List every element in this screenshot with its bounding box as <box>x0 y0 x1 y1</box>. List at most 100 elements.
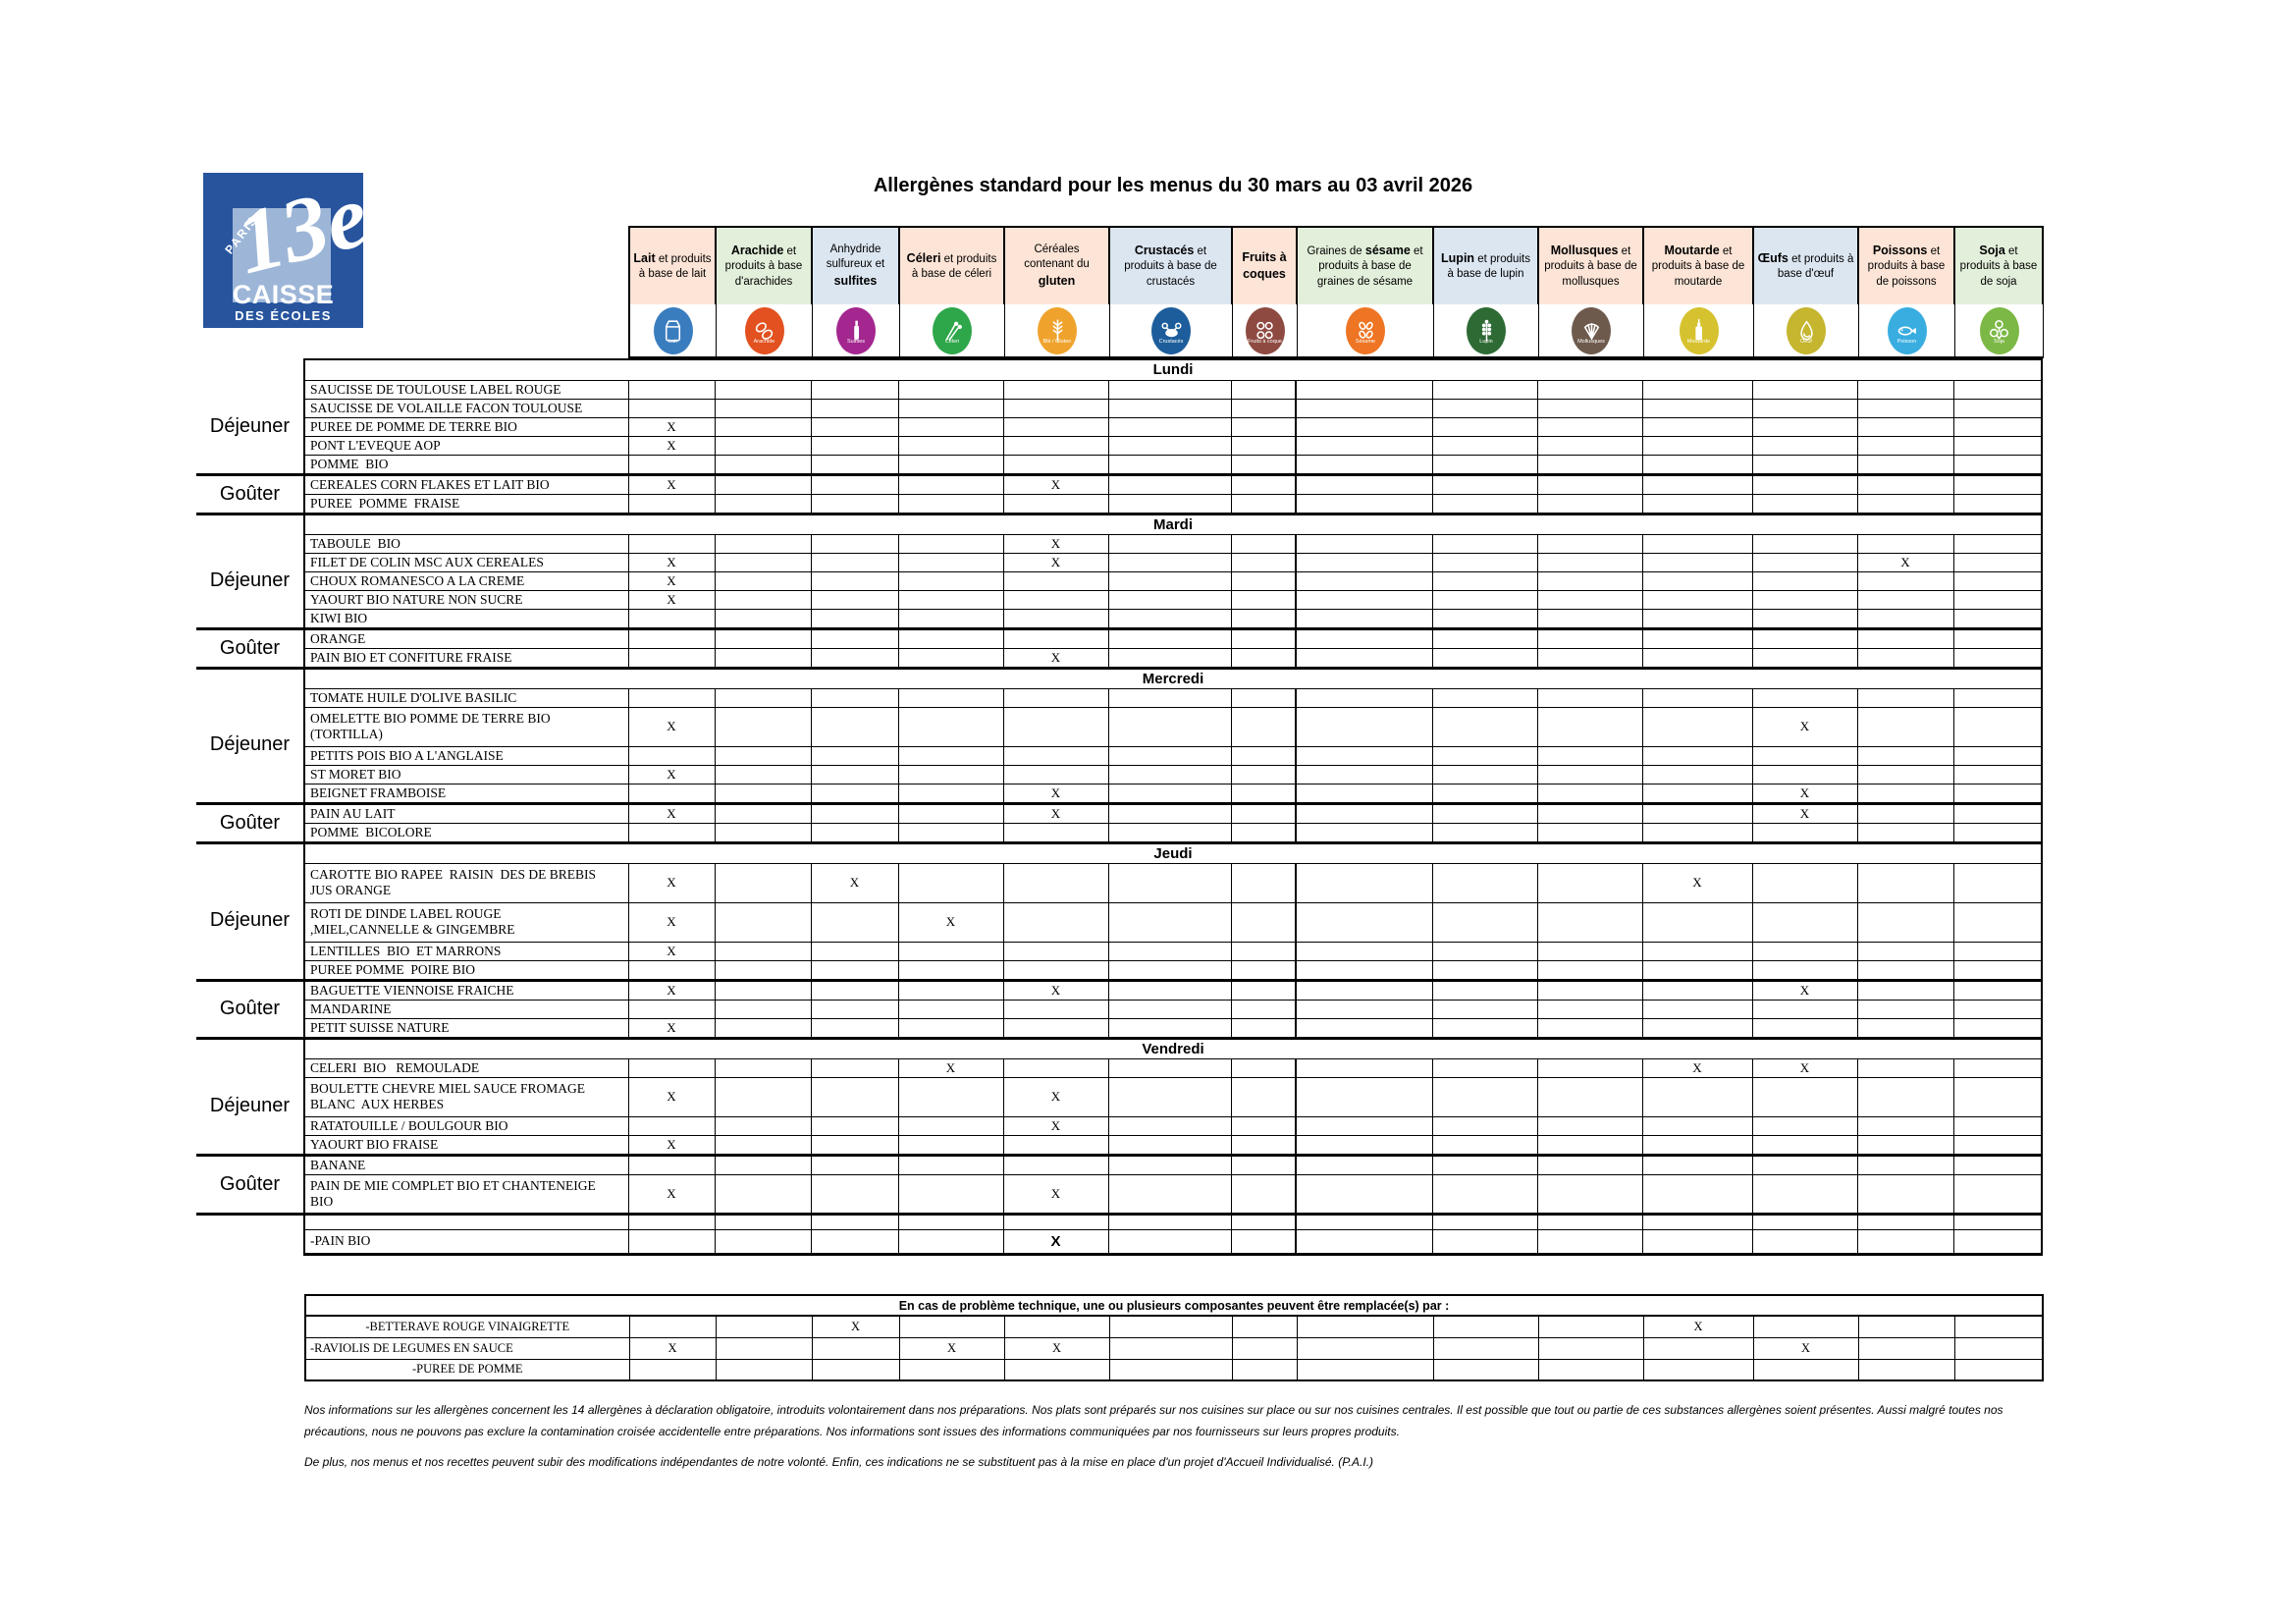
allergen-mark-cell <box>810 627 899 649</box>
crab-icon: Crustacés <box>1151 306 1191 354</box>
page-title: Allergènes standard pour les menus du 30… <box>873 175 1473 196</box>
allergen-mark-cell <box>1856 1057 1954 1078</box>
dish-row: Déjeuner CELERI BIO REMOULADE X X X <box>196 1057 2043 1157</box>
allergen-header-row: Lait et produits à base de lait Arachide … <box>628 226 2044 306</box>
allergen-column-header: Céréales contenant du gluten <box>1005 228 1110 306</box>
allergen-mark-cell <box>1295 1134 1433 1157</box>
allergen-mark-cell <box>810 745 899 766</box>
allergen-icon-cell: Blé / Gluten <box>1005 304 1110 358</box>
allergen-mark-cell <box>627 379 716 400</box>
allergen-icon-label: Poisson <box>1896 339 1917 346</box>
dish-name: POMME BIO <box>303 454 629 476</box>
day-label: Jeudi <box>303 841 2043 864</box>
celery-icon: Céleri <box>933 306 972 354</box>
allergen-mark-cell: X <box>627 1134 716 1157</box>
day-label: Mercredi <box>303 667 2043 689</box>
allergen-mark-cell: X <box>1751 979 1858 1001</box>
allergen-mark-cell <box>627 1115 716 1136</box>
allergen-mark-cell <box>1295 493 1433 515</box>
allergen-mark-cell: X <box>627 706 716 747</box>
allergen-mark-cell <box>714 745 812 766</box>
allergen-mark-cell <box>810 1154 899 1175</box>
meal-label: Goûter <box>196 803 304 844</box>
allergen-mark-cell: X <box>1002 1076 1109 1117</box>
allergen-mark-cell <box>1431 473 1538 495</box>
dish-name: ROTI DE DINDE LABEL ROUGE ,MIEL,CANNELLE… <box>303 901 629 943</box>
allergen-mark-cell <box>1002 416 1109 437</box>
allergen-mark-cell <box>810 941 899 961</box>
allergen-mark-cell <box>1751 416 1858 437</box>
allergen-mark-cell <box>1295 959 1433 982</box>
allergen-mark-cell <box>1295 398 1433 418</box>
allergen-mark-cell <box>1002 706 1109 747</box>
logo-caisse-text: CAISSE <box>232 280 335 309</box>
allergen-header-text: Graines de sésame et produits à base de … <box>1307 243 1423 288</box>
replacement-mark-cell <box>715 1336 813 1360</box>
allergen-mark-cell: X <box>810 862 899 903</box>
dish-row: PUREE POMME POIRE BIO <box>196 959 2043 982</box>
allergen-mark-cell <box>1641 764 1753 784</box>
dish-name: KIWI BIO <box>303 608 629 630</box>
dish-name: LENTILLES BIO ET MARRONS <box>303 941 629 961</box>
allergen-mark-cell <box>1856 862 1954 903</box>
replacement-row: -BETTERAVE ROUGE VINAIGRETTE X X <box>304 1315 2044 1338</box>
allergen-icon-cell: Sésame <box>1298 304 1434 358</box>
allergen-mark-cell <box>1002 398 1109 418</box>
allergen-column-header: Crustacés et produits à base de crustacé… <box>1110 228 1233 306</box>
allergen-icon-cell: Soja <box>1955 304 2044 358</box>
allergen-mark-cell <box>1536 862 1643 903</box>
allergen-icon-cell: Céleri <box>900 304 1005 358</box>
allergen-mark-cell <box>627 1154 716 1175</box>
allergen-mark-cell <box>1107 379 1232 400</box>
allergen-mark-cell <box>1856 783 1954 805</box>
allergen-mark-cell <box>1536 959 1643 982</box>
allergen-mark-cell <box>714 941 812 961</box>
allergen-icon-label: Blé / Gluten <box>1042 339 1072 346</box>
allergen-mark-cell <box>1107 706 1232 747</box>
allergen-mark-cell <box>1107 687 1232 708</box>
replacement-mark-cell <box>715 1315 813 1338</box>
meal-label: Déjeuner <box>196 380 304 476</box>
allergen-mark-cell <box>1751 901 1858 943</box>
allergen-mark-cell <box>1856 1115 1954 1136</box>
allergen-mark-cell <box>1641 822 1753 844</box>
allergen-mark-cell <box>1856 1154 1954 1175</box>
allergen-mark-cell <box>1641 533 1753 554</box>
wheat-icon: Blé / Gluten <box>1038 306 1077 354</box>
allergen-mark-cell <box>1431 822 1538 844</box>
allergen-mark-cell <box>1641 706 1753 747</box>
allergen-mark-cell <box>897 493 1004 515</box>
allergen-mark-cell <box>1856 454 1954 476</box>
allergen-mark-cell: X <box>627 1076 716 1117</box>
allergen-mark-cell <box>1641 941 1753 961</box>
allergen-mark-cell <box>1952 1173 2043 1216</box>
allergen-mark-cell <box>714 1076 812 1117</box>
allergen-mark-cell <box>1952 822 2043 844</box>
allergen-mark-cell <box>810 1017 899 1040</box>
allergen-mark-cell <box>714 901 812 943</box>
allergen-icon-label: Arachide <box>753 339 775 346</box>
allergen-mark-cell <box>1952 416 2043 437</box>
replacement-mark-cell: X <box>1642 1315 1754 1338</box>
allergen-mark-cell <box>1107 589 1232 610</box>
allergen-mark-cell <box>1431 398 1538 418</box>
allergen-mark-cell <box>810 398 899 418</box>
allergen-mark-cell <box>1536 901 1643 943</box>
allergen-mark-cell <box>1107 1076 1232 1117</box>
allergen-mark-cell <box>627 647 716 670</box>
day-label: Vendredi <box>303 1037 2043 1059</box>
allergen-mark-cell <box>810 608 899 630</box>
allergen-icon-cell: Moutarde <box>1644 304 1754 358</box>
allergen-mark-cell <box>1536 1057 1643 1078</box>
allergen-mark-cell <box>1751 570 1858 591</box>
allergen-mark-cell <box>714 999 812 1019</box>
allergen-mark-cell <box>714 822 812 844</box>
egg-icon: Oeuf <box>1787 306 1826 354</box>
allergen-mark-cell: X <box>627 589 716 610</box>
allergen-mark-cell <box>714 416 812 437</box>
allergen-mark-cell <box>1107 745 1232 766</box>
allergen-mark-cell <box>897 627 1004 649</box>
allergen-mark-cell <box>1536 454 1643 476</box>
day-label: Lundi <box>303 358 2043 381</box>
allergen-mark-cell <box>714 862 812 903</box>
